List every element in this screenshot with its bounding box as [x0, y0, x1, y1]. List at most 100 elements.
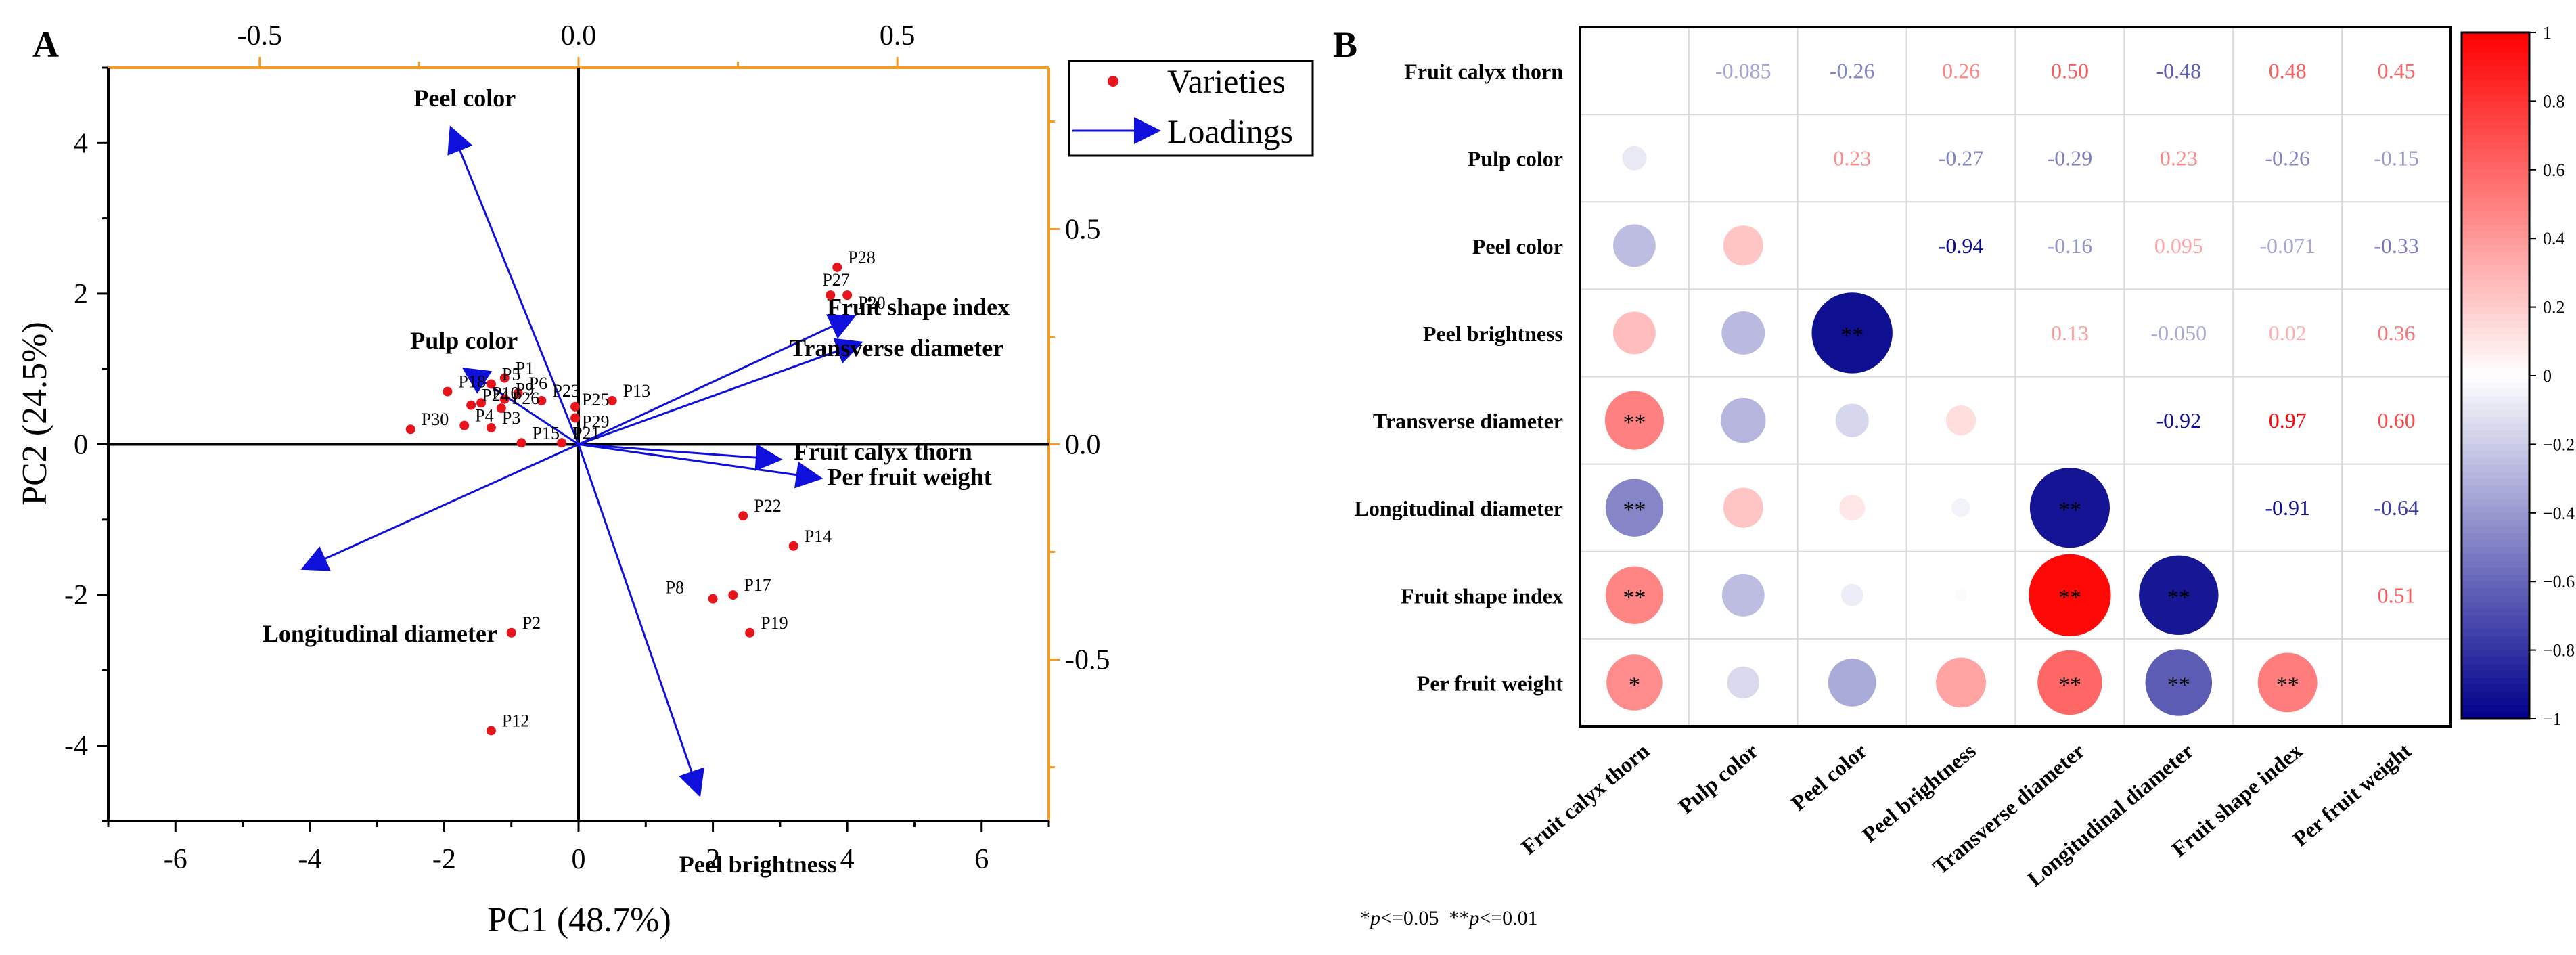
variety-point: [513, 388, 523, 398]
significance-mark: **: [1840, 323, 1863, 348]
variety-label: P12: [502, 711, 529, 730]
correlation-value: -0.15: [2374, 146, 2419, 171]
colorbar-swatch: [2462, 684, 2529, 692]
top-tick-label: 0.5: [880, 20, 916, 51]
correlation-circle: [1721, 311, 1765, 355]
variety-point: [570, 401, 581, 412]
correlation-value: 0.13: [2051, 321, 2089, 345]
x-tick-label: 2: [706, 844, 720, 875]
colorbar-swatch: [2462, 121, 2529, 129]
correlation-circle: [1945, 405, 1976, 436]
colorbar-swatch: [2462, 595, 2529, 603]
colorbar-swatch: [2462, 231, 2529, 239]
x-tick-label: 0: [572, 844, 586, 875]
colorbar-swatch: [2462, 334, 2529, 342]
correlation-circle: [2029, 468, 2110, 548]
colorbar-swatch: [2462, 190, 2529, 198]
colorbar-swatch: [2462, 560, 2529, 569]
variety-point: [570, 413, 581, 423]
correlation-value: 0.51: [2378, 583, 2416, 607]
variety-point: [486, 379, 496, 389]
row-label: Pulp color: [1468, 147, 1563, 171]
panel-a-label: A: [32, 24, 59, 65]
variety-point: [499, 394, 510, 404]
column-label: Pulp color: [1674, 738, 1763, 818]
correlation-circle: [1840, 583, 1863, 606]
variety-point: [607, 395, 617, 405]
variety-label: P4: [475, 406, 493, 426]
colorbar-swatch: [2462, 149, 2529, 157]
correlation-value: 0.50: [2051, 59, 2089, 83]
colorbar-swatch: [2462, 313, 2529, 321]
significance-mark: **: [2058, 672, 2081, 697]
row-label: Fruit calyx thorn: [1404, 60, 1563, 84]
correlation-circle: [1622, 146, 1647, 171]
significance-mark: **: [2058, 497, 2081, 523]
loading-arrow: [461, 367, 579, 445]
correlation-circle: [1828, 659, 1876, 707]
significance-footnote: *p<=0.05 **p<=0.01: [1360, 907, 1538, 929]
x-axis-title: PC1 (48.7%): [487, 901, 671, 939]
correlation-circle: [1839, 495, 1866, 521]
loading-label: Fruit calyx thorn: [794, 438, 972, 465]
column-label: Fruit calyx thorn: [1516, 738, 1654, 860]
variety-point: [443, 386, 453, 397]
colorbar-swatch: [2462, 280, 2529, 287]
colorbar-tick-label: 0.4: [2543, 229, 2565, 248]
colorbar-swatch: [2462, 705, 2529, 713]
correlation-circle: [1723, 487, 1763, 528]
colorbar-swatch: [2462, 307, 2529, 315]
correlation-value: 0.26: [1942, 59, 1980, 83]
correlation-circle: [2029, 554, 2111, 636]
colorbar-swatch: [2462, 60, 2529, 68]
correlation-value: 0.48: [2269, 59, 2307, 83]
colorbar-swatch: [2462, 512, 2529, 520]
variety-label: P9: [516, 380, 534, 399]
correlation-circle: [1811, 292, 1893, 374]
variety-label: P5: [502, 364, 520, 384]
panel-a-pca-biplot: A -6 -4 -2 0 2 4 6 -4 -2 0 2 4 -0.5 0.0 0.5 -0.5 0.0 0.5 P…: [16, 20, 1314, 939]
colorbar-swatch: [2462, 451, 2529, 459]
loading-arrow: [578, 314, 857, 445]
colorbar-swatch: [2462, 657, 2529, 665]
colorbar-swatch: [2462, 636, 2529, 644]
variety-point: [486, 726, 496, 736]
colorbar-swatch: [2462, 602, 2529, 610]
colorbar-swatch: [2462, 169, 2529, 177]
correlation-value: -0.48: [2156, 59, 2201, 83]
loading-label: Longitudinal diameter: [263, 620, 497, 647]
colorbar-swatch: [2462, 265, 2529, 273]
x-tick-label: -4: [298, 844, 321, 875]
colorbar-swatch: [2462, 46, 2529, 54]
biplot-plot-area: -6 -4 -2 0 2 4 6 -4 -2 0 2 4 -0.5 0.0 0.5 -0.5 0.0 0.5 Pee…: [64, 20, 1110, 878]
correlation-value: -0.050: [2150, 321, 2207, 345]
right-tick-label: 0.5: [1065, 215, 1101, 246]
y-tick-label: 4: [74, 128, 88, 159]
variety-point: [745, 627, 755, 638]
significance-mark: **: [2167, 672, 2190, 697]
row-label: Peel brightness: [1423, 321, 1563, 346]
variety-label: P10: [492, 383, 519, 403]
colorbar-swatch: [2462, 403, 2529, 411]
variety-point: [826, 290, 836, 301]
loading-label: Per fruit weight: [827, 464, 991, 491]
loading-label: Transverse diameter: [790, 334, 1003, 361]
colorbar-swatch: [2462, 224, 2529, 232]
colorbar-swatch: [2462, 423, 2529, 431]
correlation-circle: [1936, 657, 1986, 708]
colorbar-swatch: [2462, 162, 2529, 171]
x-tick-label: -6: [164, 844, 187, 875]
correlation-value: -0.071: [2259, 234, 2315, 258]
colorbar-swatch: [2462, 210, 2529, 219]
colorbar-swatch: [2462, 389, 2529, 397]
variety-label: P24: [482, 386, 509, 405]
colorbar-swatch: [2462, 615, 2529, 623]
loading-arrow: [578, 443, 823, 489]
variety-label: P18: [458, 372, 485, 392]
variety-point: [499, 373, 510, 383]
colorbar-tick-label: −1: [2543, 709, 2562, 729]
variety-label: P23: [552, 381, 579, 401]
